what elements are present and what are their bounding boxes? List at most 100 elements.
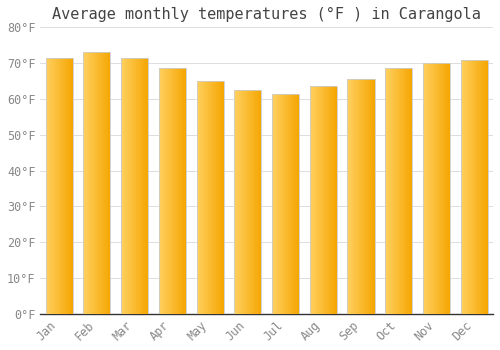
Bar: [310, 86, 337, 314]
Bar: [245, 90, 246, 314]
Bar: [439, 63, 440, 314]
Bar: [403, 69, 404, 314]
Bar: [196, 81, 224, 314]
Bar: [234, 90, 262, 314]
Bar: [130, 58, 131, 314]
Bar: [240, 90, 241, 314]
Bar: [444, 63, 445, 314]
Bar: [258, 90, 259, 314]
Bar: [108, 52, 109, 314]
Bar: [57, 58, 58, 314]
Bar: [293, 93, 294, 314]
Bar: [88, 52, 90, 314]
Bar: [404, 69, 406, 314]
Bar: [298, 93, 299, 314]
Bar: [348, 79, 349, 314]
Bar: [317, 86, 318, 314]
Bar: [425, 63, 426, 314]
Bar: [61, 58, 62, 314]
Bar: [479, 60, 480, 314]
Bar: [212, 81, 213, 314]
Bar: [68, 58, 69, 314]
Bar: [445, 63, 446, 314]
Bar: [100, 52, 101, 314]
Bar: [357, 79, 358, 314]
Bar: [175, 69, 176, 314]
Bar: [255, 90, 256, 314]
Bar: [275, 93, 276, 314]
Bar: [391, 69, 392, 314]
Bar: [398, 69, 400, 314]
Bar: [124, 58, 125, 314]
Bar: [123, 58, 124, 314]
Bar: [282, 93, 283, 314]
Bar: [134, 58, 135, 314]
Bar: [165, 69, 166, 314]
Bar: [260, 90, 261, 314]
Bar: [473, 60, 474, 314]
Bar: [279, 93, 280, 314]
Bar: [389, 69, 390, 314]
Bar: [395, 69, 396, 314]
Bar: [48, 58, 49, 314]
Bar: [184, 69, 185, 314]
Bar: [70, 58, 71, 314]
Bar: [320, 86, 321, 314]
Bar: [84, 52, 85, 314]
Bar: [313, 86, 314, 314]
Title: Average monthly temperatures (°F ) in Carangola: Average monthly temperatures (°F ) in Ca…: [52, 7, 481, 22]
Bar: [259, 90, 260, 314]
Bar: [250, 90, 251, 314]
Bar: [146, 58, 147, 314]
Bar: [236, 90, 237, 314]
Bar: [170, 69, 172, 314]
Bar: [167, 69, 168, 314]
Bar: [244, 90, 245, 314]
Bar: [196, 81, 224, 314]
Bar: [121, 58, 148, 314]
Bar: [443, 63, 444, 314]
Bar: [103, 52, 104, 314]
Bar: [210, 81, 211, 314]
Bar: [485, 60, 486, 314]
Bar: [90, 52, 91, 314]
Bar: [397, 69, 398, 314]
Bar: [122, 58, 123, 314]
Bar: [426, 63, 427, 314]
Bar: [449, 63, 450, 314]
Bar: [46, 58, 73, 314]
Bar: [131, 58, 132, 314]
Bar: [198, 81, 199, 314]
Bar: [366, 79, 367, 314]
Bar: [49, 58, 50, 314]
Bar: [257, 90, 258, 314]
Bar: [297, 93, 298, 314]
Bar: [369, 79, 370, 314]
Bar: [125, 58, 126, 314]
Bar: [59, 58, 60, 314]
Bar: [85, 52, 86, 314]
Bar: [358, 79, 359, 314]
Bar: [311, 86, 312, 314]
Bar: [402, 69, 403, 314]
Bar: [359, 79, 360, 314]
Bar: [97, 52, 98, 314]
Bar: [101, 52, 102, 314]
Bar: [365, 79, 366, 314]
Bar: [325, 86, 326, 314]
Bar: [483, 60, 484, 314]
Bar: [72, 58, 73, 314]
Bar: [55, 58, 56, 314]
Bar: [129, 58, 130, 314]
Bar: [126, 58, 127, 314]
Bar: [423, 63, 450, 314]
Bar: [50, 58, 51, 314]
Bar: [333, 86, 334, 314]
Bar: [312, 86, 313, 314]
Bar: [62, 58, 63, 314]
Bar: [277, 93, 278, 314]
Bar: [487, 60, 488, 314]
Bar: [321, 86, 322, 314]
Bar: [172, 69, 173, 314]
Bar: [183, 69, 184, 314]
